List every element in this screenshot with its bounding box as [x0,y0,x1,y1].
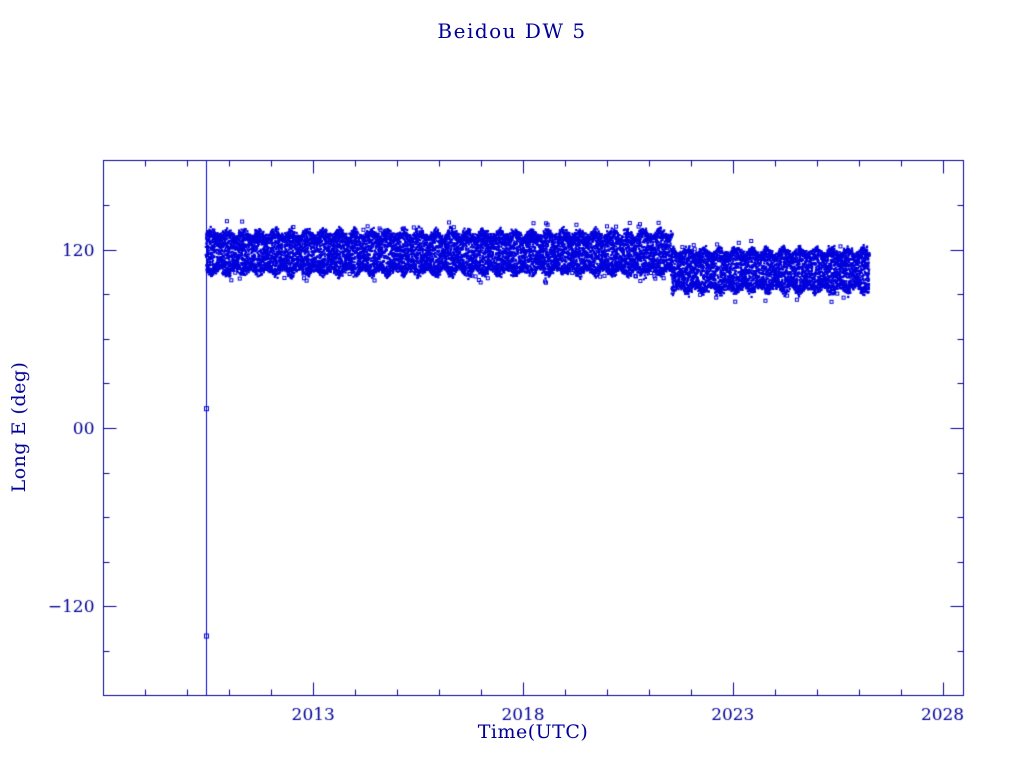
y-axis-label: Long E (deg) [8,361,30,493]
x-axis-label: Time(UTC) [477,721,589,743]
chart-title: Beidou DW 5 [437,19,587,43]
